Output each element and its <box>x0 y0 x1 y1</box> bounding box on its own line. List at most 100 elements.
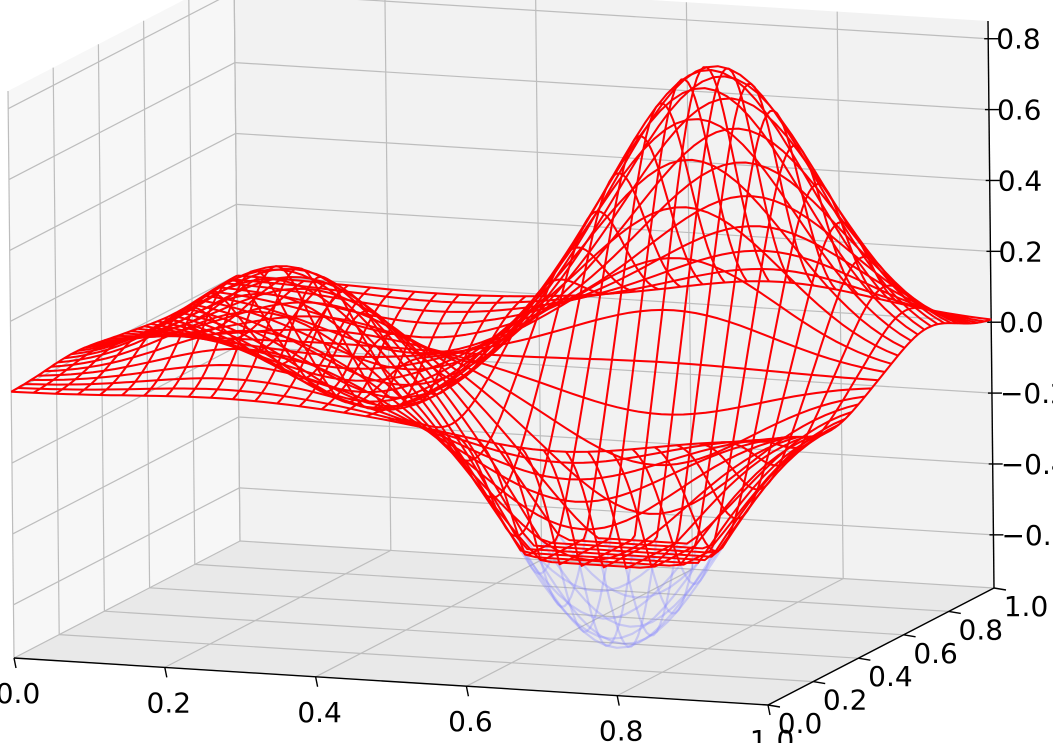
z-tick-label: −0.4 <box>1001 448 1053 481</box>
back-grid-z <box>238 416 993 465</box>
wire-line <box>432 210 659 499</box>
y-tick <box>993 587 1007 591</box>
x-tick <box>164 667 168 678</box>
y-tick <box>813 680 826 685</box>
side-grid-y <box>97 44 105 612</box>
wire-line <box>720 284 947 467</box>
back-grid-z <box>237 274 992 323</box>
floor-grid-y <box>104 610 859 659</box>
side-grid-z <box>7 0 220 110</box>
z-tick-label: −0.6 <box>1001 519 1053 552</box>
wire-line <box>676 221 903 520</box>
floor-grid-x <box>13 540 241 659</box>
z-tick-label: 0.8 <box>996 23 1041 56</box>
y-tick-label: 0.6 <box>913 637 958 670</box>
floor-grid-x <box>315 559 542 678</box>
y-tick <box>948 610 961 615</box>
y-axis-line <box>767 587 995 706</box>
side-pane <box>8 0 240 658</box>
floor-grid-x <box>616 578 844 697</box>
y-tick-label: 0.4 <box>868 660 913 693</box>
wire-line <box>631 144 859 566</box>
x-tick-label: 0.2 <box>147 686 192 719</box>
side-grid-z <box>12 416 239 535</box>
wire-line <box>410 246 637 462</box>
y-tick <box>767 704 781 708</box>
back-grid-x <box>836 11 844 579</box>
z-tick-label: 0.6 <box>997 94 1042 127</box>
side-grid-z <box>13 487 240 606</box>
floor-grid-x <box>466 568 693 687</box>
side-grid-y <box>7 90 15 659</box>
wire-line <box>454 172 682 538</box>
x-tick <box>13 657 17 669</box>
back-grid-z <box>237 345 992 394</box>
z-axis-line <box>987 20 995 589</box>
x-tick-label: 0.6 <box>448 705 493 738</box>
surfaces <box>10 65 992 649</box>
back-grid-x <box>535 0 543 560</box>
side-grid-y <box>143 20 151 588</box>
axes-panes <box>8 0 994 705</box>
x-tick <box>465 686 470 697</box>
wire-line <box>203 161 959 355</box>
y-tick-label: 0.0 <box>778 707 823 740</box>
side-grid-y <box>233 0 241 542</box>
wire-line <box>498 102 726 561</box>
wire-line <box>217 225 972 325</box>
z-tick-label: −0.2 <box>1000 377 1053 410</box>
y-tick <box>858 657 871 661</box>
back-grid-z <box>357 0 989 40</box>
side-grid-z <box>9 132 236 252</box>
back-grid-z <box>234 61 989 111</box>
x-tick <box>616 695 620 706</box>
back-grid-z <box>235 132 990 182</box>
y-tick <box>903 634 916 638</box>
x-tick-label: 0.0 <box>0 677 40 710</box>
wire-line <box>183 75 939 399</box>
side-grid-z <box>10 203 237 322</box>
wire-line <box>170 69 925 411</box>
wire-line <box>764 318 992 443</box>
floor-grid-y <box>194 563 949 612</box>
floor-grid-x <box>164 549 392 668</box>
wire-line <box>197 127 952 371</box>
wire-line <box>698 255 925 491</box>
wireframe-series-1 <box>10 65 992 570</box>
y-tick-label: 0.8 <box>959 613 1004 646</box>
floor-pane <box>14 541 994 705</box>
floor-grid-y <box>59 634 814 683</box>
side-grid-y <box>52 67 60 635</box>
x-tick <box>314 676 319 687</box>
z-tick-label: 0.0 <box>999 306 1044 339</box>
side-grid-z <box>8 62 236 181</box>
wire-line <box>223 249 979 324</box>
wire-line <box>210 195 965 339</box>
x-tick-label: 1.0 <box>750 724 795 743</box>
z-tick-label: 0.4 <box>998 164 1043 197</box>
wire-line <box>587 82 815 570</box>
wire-line <box>609 109 837 568</box>
x-tick-label: 0.4 <box>297 696 342 729</box>
z-tick-label: 0.2 <box>998 235 1043 268</box>
wire-line <box>124 332 879 382</box>
floor-grid-y <box>149 587 904 636</box>
wire-line <box>130 308 885 373</box>
tick-labels: 0.00.20.40.60.81.00.00.20.40.60.81.0−0.6… <box>0 23 1053 743</box>
wire-line <box>565 67 793 569</box>
y-tick-label: 0.2 <box>823 684 868 717</box>
side-grid-y <box>188 0 196 565</box>
wire-line <box>237 274 992 321</box>
back-grid-x <box>384 0 392 551</box>
back-grid-z <box>236 203 991 252</box>
wire-line <box>476 135 704 556</box>
floor-grid-y <box>239 540 995 589</box>
x-tick-label: 0.8 <box>599 715 644 743</box>
wire-line <box>520 78 748 566</box>
axis-lines <box>13 20 1007 716</box>
wire-line <box>163 87 919 409</box>
x-tick <box>767 704 771 716</box>
wire-line <box>190 97 945 386</box>
y-tick-label: 1.0 <box>1004 590 1049 623</box>
